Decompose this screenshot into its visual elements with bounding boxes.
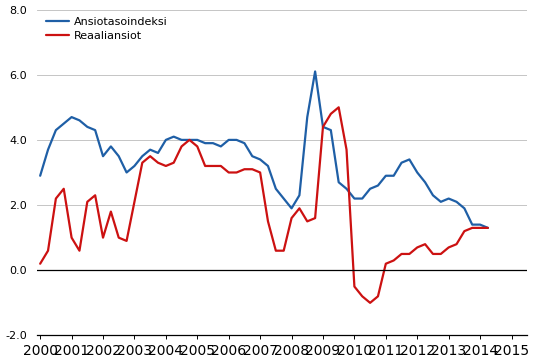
Reaaliansiot	[147, 154, 154, 158]
Reaaliansiot	[37, 262, 43, 266]
Reaaliansiot	[139, 161, 146, 165]
Ansiotasoindeksi	[422, 180, 429, 185]
Ansiotasoindeksi	[312, 69, 318, 74]
Legend: Ansiotasoindeksi, Reaaliansiot: Ansiotasoindeksi, Reaaliansiot	[42, 13, 172, 45]
Ansiotasoindeksi	[147, 147, 154, 152]
Reaaliansiot	[382, 262, 389, 266]
Ansiotasoindeksi	[375, 183, 381, 188]
Line: Reaaliansiot: Reaaliansiot	[40, 107, 488, 303]
Reaaliansiot	[336, 105, 342, 110]
Reaaliansiot	[469, 226, 475, 230]
Ansiotasoindeksi	[343, 187, 350, 191]
Line: Ansiotasoindeksi: Ansiotasoindeksi	[40, 71, 488, 228]
Ansiotasoindeksi	[469, 222, 475, 227]
Reaaliansiot	[367, 301, 373, 305]
Ansiotasoindeksi	[139, 154, 146, 158]
Ansiotasoindeksi	[37, 174, 43, 178]
Reaaliansiot	[343, 147, 350, 152]
Reaaliansiot	[485, 226, 491, 230]
Reaaliansiot	[430, 252, 436, 256]
Ansiotasoindeksi	[485, 226, 491, 230]
